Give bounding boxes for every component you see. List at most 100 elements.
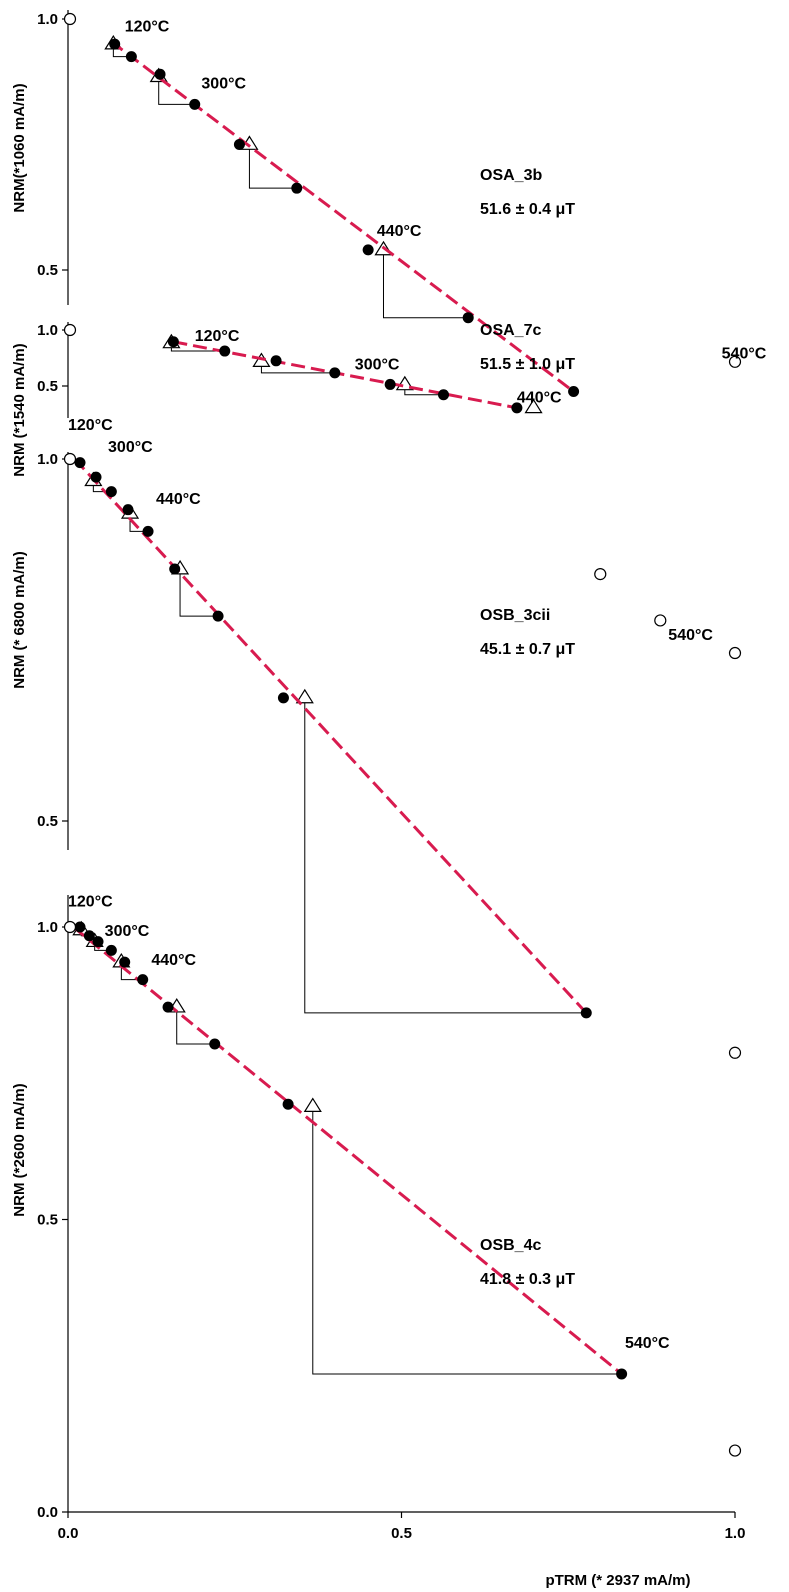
y-tick-label: 1.0 [37,451,58,468]
panel-osb-4c: 0.0 0.5 1.0 NRM (*2600 mA/m) 0.0 0.5 1.0 pTRM (… [11,894,745,1589]
y-axis-title: NRM(*1060 mA/m) [11,83,28,212]
nrm-point [189,98,201,110]
excluded-point [594,568,607,581]
nrm-point [438,389,450,401]
y-tick-label: 0.5 [37,262,58,279]
panel-osa-7c: 0.5 1.0 NRM (*1540 mA/m) 120°C 300°C 440°C 540… [11,322,767,477]
nrm-point [74,457,86,469]
nrm-point [90,471,102,483]
nrm-point [122,504,134,516]
x-axis-title: pTRM (* 2937 mA/m) [545,1572,690,1589]
temperature-label: 440°C [156,491,201,508]
nrm-point [105,944,117,956]
temperature-label: 300°C [105,923,150,940]
ptrm-check-connector [158,76,195,105]
nrm-point [92,936,104,948]
temperature-label: 540°C [722,346,767,363]
sample-name: OSB_3cii [480,607,550,624]
sample-name: OSA_3b [480,167,542,184]
x-tick-label: 0.5 [391,1525,412,1542]
temperature-label: 440°C [377,223,422,240]
nrm-point [511,402,523,414]
ptrm-check-triangle [295,688,314,704]
nrm-point [384,378,396,390]
excluded-point [654,614,667,627]
nrm-point [83,930,95,942]
excluded-point [728,355,742,368]
nrm-point [462,312,474,324]
nrm-point [142,525,154,537]
nrm-point [125,51,137,63]
temperature-label: 120°C [68,894,113,911]
temperature-label: 300°C [355,356,400,373]
fit-line [72,925,623,1376]
ptrm-check-connector [248,144,297,189]
fit-line [73,457,588,1014]
excluded-point [63,452,77,466]
nrm-point [209,1038,221,1050]
nrm-point [329,367,341,379]
panel-osa-3b: 0.5 1.0 NRM(*1060 mA/m) 120°C 300°C 440°C OSA_… [11,10,580,397]
temperature-label: 440°C [151,952,196,969]
ptrm-check-connector [382,249,469,319]
y-tick-label: 1.0 [37,919,58,936]
temperature-label: 540°C [668,627,713,644]
nrm-point [580,1007,592,1019]
nrm-point [162,1001,174,1013]
nrm-point [169,563,181,575]
intensity-result: 51.5 ± 1.0 μT [480,356,575,373]
y-axis-title: NRM (* 6800 mA/m) [11,551,28,689]
y-tick-label: 0.5 [37,378,58,395]
nrm-point [362,244,374,256]
y-tick-label: 1.0 [37,11,58,28]
temperature-label: 120°C [68,417,113,434]
temperature-label: 300°C [201,75,246,92]
y-tick-label: 1.0 [37,322,58,339]
nrm-point [105,486,117,498]
excluded-point [63,920,77,934]
ptrm-check-connector [179,569,219,617]
intensity-result: 41.8 ± 0.3 μT [480,1271,575,1288]
fit-line [110,40,575,393]
y-tick-label: 0.5 [37,813,58,830]
nrm-point [277,692,289,704]
ptrm-check-triangle [303,1097,322,1112]
y-tick-label: 0.0 [37,1504,58,1521]
nrm-point [109,38,121,50]
nrm-point [233,139,245,150]
ptrm-check-connector [304,697,587,1014]
temperature-label: 120°C [195,328,240,345]
nrm-point [568,385,580,397]
fit-line [173,340,518,410]
x-tick-label: 1.0 [725,1525,746,1542]
excluded-point [63,12,77,26]
intensity-result: 45.1 ± 0.7 μT [480,641,575,658]
nrm-point [282,1098,294,1110]
ptrm-check-connector [176,1007,215,1045]
nrm-point [167,336,179,348]
y-axis-title: NRM (*2600 mA/m) [11,1083,28,1216]
nrm-point [270,355,282,367]
y-tick-label: 0.5 [37,1212,58,1229]
nrm-point [154,68,166,80]
x-tick-label: 0.0 [58,1525,79,1542]
nrm-point [74,921,86,933]
excluded-point [728,1444,742,1457]
sample-name: OSA_7c [480,322,541,339]
sample-name: OSB_4c [480,1237,541,1254]
ptrm-check-connector [312,1106,622,1375]
nrm-point [212,610,224,622]
nrm-point [219,345,231,357]
nrm-point [119,956,131,968]
intensity-result: 51.6 ± 0.4 μT [480,201,575,218]
temperature-label: 120°C [125,19,170,36]
excluded-point [63,323,77,337]
nrm-point [291,182,303,194]
nrm-point [616,1368,628,1380]
temperature-label: 440°C [517,390,562,407]
excluded-point [728,1046,742,1059]
y-axis-title: NRM (*1540 mA/m) [11,343,28,476]
nrm-point [137,974,149,986]
